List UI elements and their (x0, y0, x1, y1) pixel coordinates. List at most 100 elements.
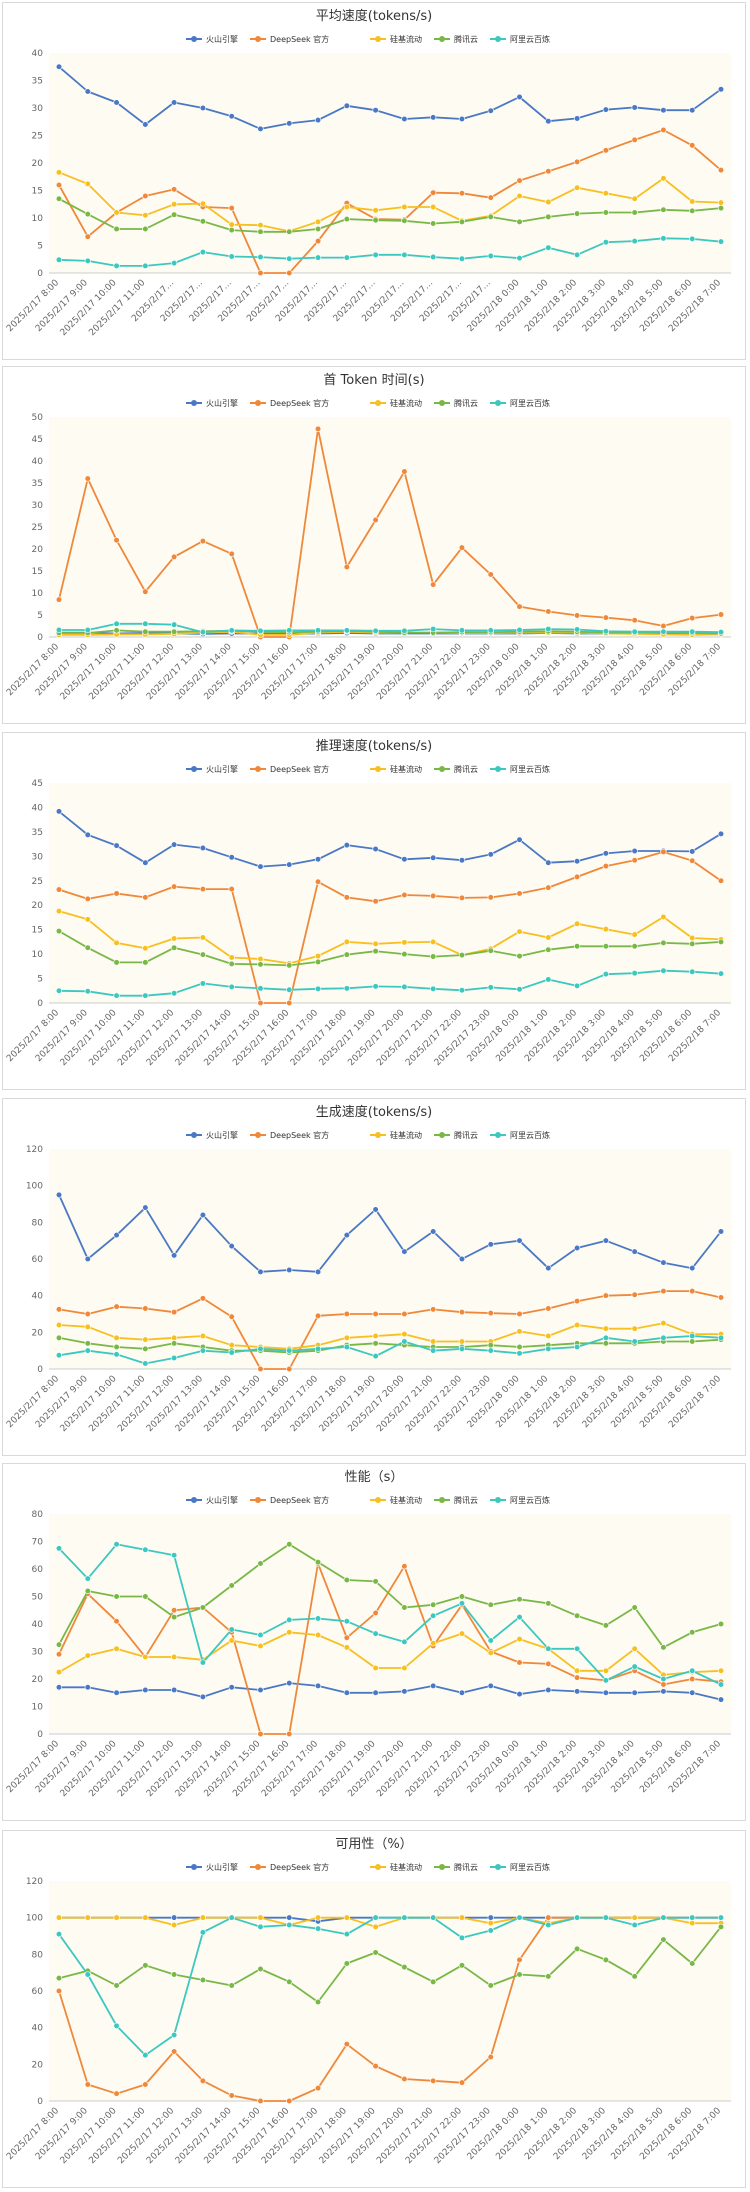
data-point[interactable] (142, 620, 149, 627)
data-point[interactable] (401, 891, 408, 899)
data-point[interactable] (228, 627, 235, 634)
data-point[interactable] (573, 982, 581, 989)
data-point[interactable] (717, 938, 725, 945)
data-point[interactable] (199, 537, 207, 545)
legend-item[interactable]: DeepSeek 官方 (250, 1495, 329, 1505)
data-point[interactable] (55, 1334, 63, 1341)
data-point[interactable] (631, 857, 638, 864)
data-point[interactable] (171, 2031, 178, 2039)
data-point[interactable] (228, 1342, 235, 1349)
data-point[interactable] (689, 235, 696, 242)
data-point[interactable] (602, 239, 609, 246)
data-point[interactable] (55, 987, 63, 994)
data-point[interactable] (660, 1688, 667, 1695)
data-point[interactable] (516, 1596, 523, 1603)
data-point[interactable] (430, 985, 437, 992)
data-point[interactable] (171, 1914, 178, 1921)
data-point[interactable] (516, 603, 523, 610)
data-point[interactable] (660, 628, 667, 635)
data-point[interactable] (401, 983, 408, 990)
data-point[interactable] (171, 553, 178, 561)
data-point[interactable] (689, 207, 696, 214)
data-point[interactable] (516, 1328, 523, 1335)
data-point[interactable] (142, 121, 149, 128)
data-point[interactable] (314, 878, 322, 885)
data-point[interactable] (458, 627, 466, 634)
data-point[interactable] (458, 544, 466, 551)
legend-item[interactable]: 硅基流动 (370, 398, 422, 408)
data-point[interactable] (84, 180, 91, 187)
data-point[interactable] (660, 622, 667, 630)
data-point[interactable] (602, 106, 609, 113)
data-point[interactable] (401, 1248, 408, 1255)
data-point[interactable] (545, 198, 552, 206)
data-point[interactable] (84, 233, 91, 240)
data-point[interactable] (84, 1340, 91, 1347)
data-point[interactable] (401, 2075, 408, 2083)
data-point[interactable] (458, 1962, 466, 1969)
data-point[interactable] (84, 1684, 91, 1691)
data-point[interactable] (573, 1612, 581, 1619)
data-point[interactable] (372, 217, 379, 224)
data-point[interactable] (660, 1644, 667, 1651)
data-point[interactable] (171, 1334, 178, 1341)
data-point[interactable] (631, 209, 638, 216)
data-point[interactable] (545, 1600, 552, 1607)
data-point[interactable] (516, 1237, 523, 1244)
data-point[interactable] (171, 944, 178, 951)
data-point[interactable] (314, 1925, 322, 1932)
data-point[interactable] (84, 88, 91, 95)
data-point[interactable] (113, 225, 120, 233)
data-point[interactable] (689, 142, 696, 149)
data-point[interactable] (430, 1601, 437, 1608)
data-point[interactable] (545, 884, 552, 891)
data-point[interactable] (314, 985, 322, 992)
data-point[interactable] (401, 1638, 408, 1645)
data-point[interactable] (372, 516, 379, 524)
data-point[interactable] (573, 115, 581, 122)
data-point[interactable] (372, 898, 379, 905)
data-point[interactable] (631, 1689, 638, 1696)
data-point[interactable] (199, 1659, 207, 1666)
data-point[interactable] (171, 1309, 178, 1316)
data-point[interactable] (689, 1287, 696, 1295)
legend-item[interactable]: 阿里云百炼 (490, 1862, 550, 1872)
data-point[interactable] (257, 627, 264, 634)
data-point[interactable] (430, 1612, 437, 1619)
data-point[interactable] (487, 1682, 494, 1689)
data-point[interactable] (689, 1920, 696, 1927)
data-point[interactable] (314, 856, 322, 863)
data-point[interactable] (717, 1620, 725, 1628)
data-point[interactable] (401, 115, 408, 123)
data-point[interactable] (631, 931, 638, 938)
data-point[interactable] (430, 114, 437, 121)
data-point[interactable] (372, 1949, 379, 1956)
data-point[interactable] (55, 928, 63, 935)
data-point[interactable] (55, 1352, 63, 1359)
data-point[interactable] (487, 627, 494, 634)
data-point[interactable] (717, 167, 725, 174)
data-point[interactable] (314, 1615, 322, 1622)
data-point[interactable] (689, 934, 696, 942)
data-point[interactable] (401, 1664, 408, 1672)
legend-item[interactable]: 火山引擎 (186, 398, 238, 408)
data-point[interactable] (660, 235, 667, 242)
data-point[interactable] (314, 1268, 322, 1275)
data-point[interactable] (545, 976, 552, 983)
data-point[interactable] (199, 218, 207, 225)
data-point[interactable] (286, 1347, 293, 1354)
data-point[interactable] (257, 1268, 264, 1275)
data-point[interactable] (573, 1298, 581, 1305)
data-point[interactable] (142, 1593, 149, 1600)
data-point[interactable] (516, 192, 523, 200)
data-point[interactable] (257, 222, 264, 229)
legend-item[interactable]: 硅基流动 (370, 1862, 422, 1872)
data-point[interactable] (113, 1982, 120, 1989)
data-point[interactable] (487, 984, 494, 991)
data-point[interactable] (660, 1914, 667, 1921)
data-point[interactable] (602, 926, 609, 933)
data-point[interactable] (545, 1686, 552, 1694)
data-point[interactable] (430, 953, 437, 960)
data-point[interactable] (343, 102, 350, 109)
data-point[interactable] (516, 986, 523, 993)
